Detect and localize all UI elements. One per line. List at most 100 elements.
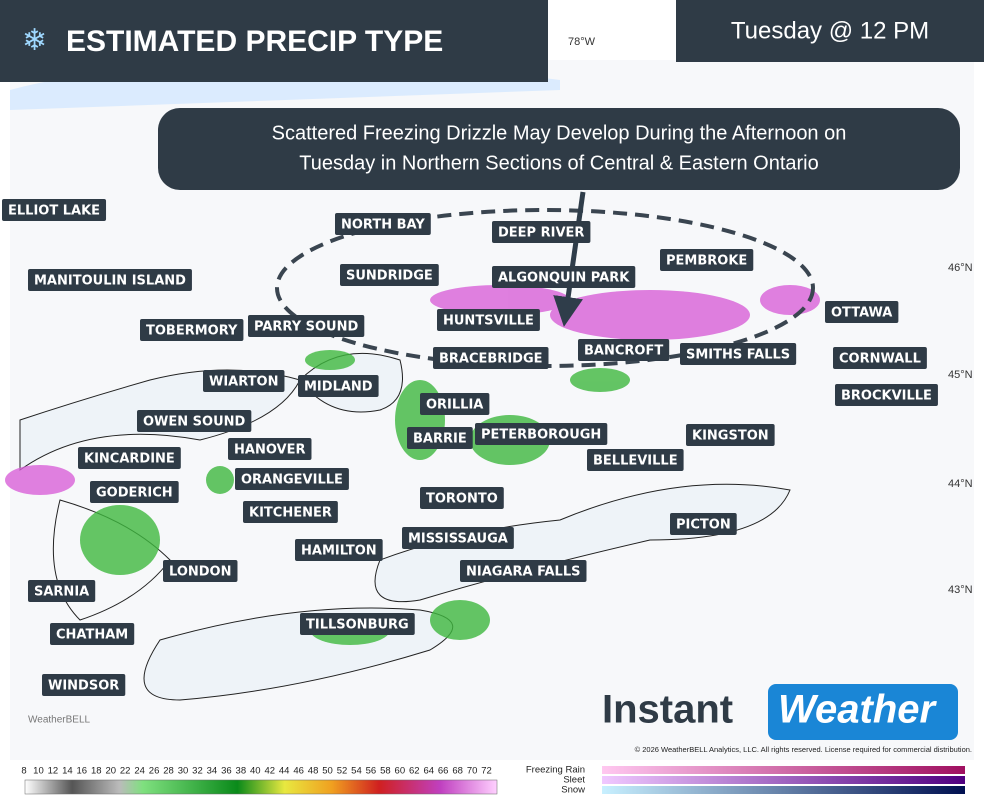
logo-text: Weather [778, 688, 938, 732]
type-label: Freezing Rain [526, 765, 585, 776]
city-label: KINGSTON [692, 429, 769, 444]
scale-label: 72 [481, 766, 492, 777]
city-box [298, 375, 379, 397]
city-label: TILLSONBURG [306, 618, 409, 633]
type-bar [602, 786, 965, 794]
lat-label: 43°N [948, 584, 973, 596]
city-label: OTTAWA [831, 306, 892, 321]
city-label: NORTH BAY [341, 218, 425, 233]
lat-label: 45°N [948, 369, 973, 381]
city-box [460, 560, 587, 582]
scale-label: 48 [308, 766, 319, 777]
scale-label: 14 [62, 766, 73, 777]
city-label: ORANGEVILLE [241, 473, 343, 488]
city-box [295, 539, 383, 561]
city-box [835, 384, 938, 406]
city-label: CHATHAM [56, 628, 128, 643]
city-label: BELLEVILLE [593, 454, 678, 469]
scale-label: 42 [264, 766, 275, 777]
watermark: WeatherBELL [28, 715, 91, 726]
city-label: TOBERMORY [146, 324, 238, 339]
time: Tuesday @ 12 PM [731, 17, 929, 44]
city-box [140, 319, 244, 341]
callout-line: Scattered Freezing Drizzle May Develop D… [272, 122, 847, 144]
scale-label: 62 [409, 766, 420, 777]
city-box [300, 613, 415, 635]
city-label: MISSISSAUGA [408, 532, 508, 547]
time-box [676, 0, 984, 62]
type-label: Snow [561, 785, 585, 796]
scale-label: 30 [178, 766, 189, 777]
city-label: ORILLIA [426, 398, 483, 413]
city-label: PETERBOROUGH [481, 428, 601, 443]
title-box [0, 0, 548, 82]
city-label: HANOVER [234, 443, 305, 458]
city-box [475, 423, 608, 445]
logo-box [768, 684, 958, 740]
scale-bar [24, 779, 498, 795]
city-label: HUNTSVILLE [443, 314, 534, 329]
city-box [78, 447, 181, 469]
scale-label: 50 [322, 766, 333, 777]
scale-label: 18 [91, 766, 102, 777]
logo-text: Instant [602, 688, 733, 732]
scale-label: 16 [77, 766, 88, 777]
scale-label: 58 [380, 766, 391, 777]
scale-label: 10 [33, 766, 44, 777]
city-box [50, 623, 135, 645]
city-box [433, 347, 549, 369]
city-label: WINDSOR [48, 679, 119, 694]
city-label: PARRY SOUND [254, 320, 358, 335]
scale-label: 24 [134, 766, 145, 777]
city-box [825, 301, 899, 323]
city-box [2, 199, 107, 221]
city-label: GODERICH [96, 486, 173, 501]
type-bar [602, 776, 965, 784]
city-label: MIDLAND [304, 380, 373, 395]
scale-label: 52 [337, 766, 348, 777]
scale-label: 66 [438, 766, 449, 777]
city-box [203, 370, 285, 392]
city-label: NIAGARA FALLS [466, 565, 581, 580]
city-box [248, 315, 365, 337]
city-box [137, 410, 252, 432]
city-label: BARRIE [413, 432, 467, 447]
lat-label: 46°N [948, 262, 973, 274]
scale-label: 8 [21, 766, 26, 777]
scale-label: 32 [192, 766, 203, 777]
city-box [670, 513, 737, 535]
city-box [28, 580, 96, 602]
city-label: KINCARDINE [84, 452, 175, 467]
city-box [833, 347, 927, 369]
arrow [553, 191, 586, 327]
city-box [420, 487, 504, 509]
city-box [228, 438, 312, 460]
city-label: KITCHENER [249, 506, 332, 521]
scale-label: 70 [467, 766, 478, 777]
scale-label: 26 [149, 766, 160, 777]
lon-label: 78°W [568, 36, 596, 48]
city-box [587, 449, 684, 471]
city-label: OWEN SOUND [143, 415, 246, 430]
city-box [492, 266, 636, 288]
city-label: LONDON [169, 565, 231, 580]
city-label: PICTON [676, 518, 731, 533]
city-box [235, 468, 349, 490]
scale-label: 20 [105, 766, 116, 777]
scale-label: 38 [236, 766, 247, 777]
scale-label: 12 [48, 766, 59, 777]
city-box [660, 249, 754, 271]
snow-icon: ❄ [22, 24, 47, 57]
city-box [402, 527, 514, 549]
scale-label: 56 [366, 766, 377, 777]
city-label: DEEP RIVER [498, 226, 584, 241]
city-box [163, 560, 238, 582]
scale-label: 54 [351, 766, 362, 777]
scale-label: 60 [395, 766, 406, 777]
scale-label: 34 [207, 766, 218, 777]
type-bar [602, 766, 965, 774]
scale-label: 40 [250, 766, 261, 777]
city-labels: ELLIOT LAKE MANITOULIN ISLAND TOBERMORY PAR… [2, 199, 938, 696]
city-label: HAMILTON [301, 544, 377, 559]
